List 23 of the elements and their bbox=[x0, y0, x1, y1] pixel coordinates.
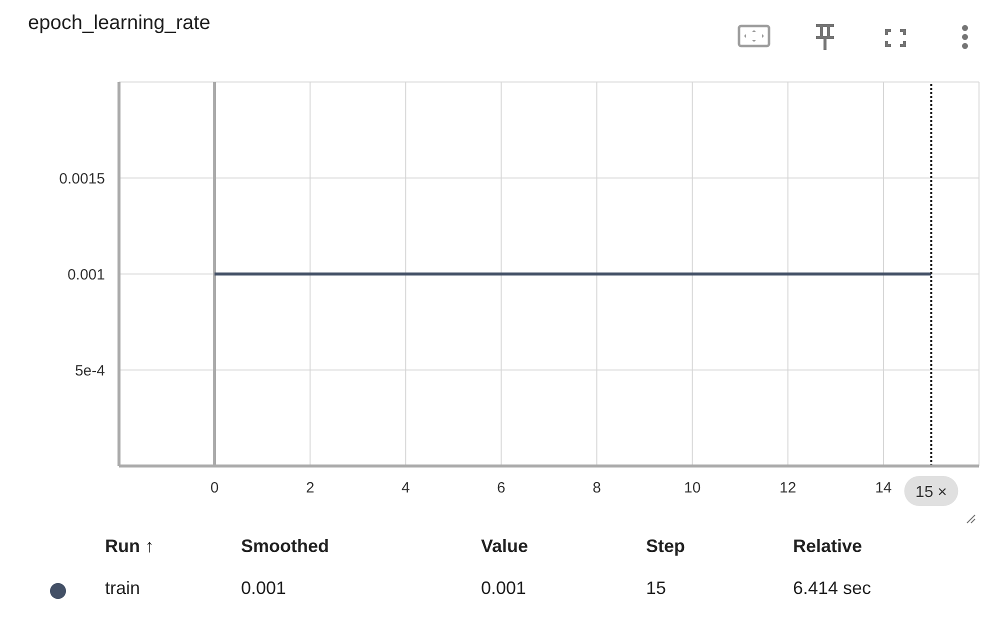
text: 6.414 sec bbox=[793, 578, 872, 599]
text: Value bbox=[481, 536, 528, 557]
text: 0.001 bbox=[481, 578, 526, 599]
chart-title: epoch_learning_rate bbox=[28, 12, 210, 35]
y-tick-label: 0.001 bbox=[67, 266, 105, 284]
x-tick-label: 14 bbox=[875, 480, 892, 497]
y-tick-label: 5e-4 bbox=[74, 362, 105, 380]
text: Step bbox=[646, 536, 686, 557]
x-tick-label: 2 bbox=[306, 480, 314, 497]
legend-label: train bbox=[105, 578, 140, 599]
text: Relative bbox=[793, 536, 862, 557]
x-tick-label: 6 bbox=[497, 480, 506, 497]
x-tick-label: 0 bbox=[210, 480, 219, 497]
ref-line-label: 15 × bbox=[915, 484, 948, 501]
x-tick-label: 8 bbox=[592, 480, 601, 497]
text: Smoothed bbox=[241, 536, 329, 557]
text: Run ↑ bbox=[105, 536, 154, 557]
x-tick-label: 4 bbox=[401, 480, 410, 497]
x-tick-label: 12 bbox=[780, 480, 796, 497]
y-tick-label: 0.0015 bbox=[59, 170, 105, 188]
text: 15 bbox=[646, 578, 666, 599]
text: 0.001 bbox=[241, 578, 286, 599]
x-tick-label: 10 bbox=[684, 480, 701, 497]
